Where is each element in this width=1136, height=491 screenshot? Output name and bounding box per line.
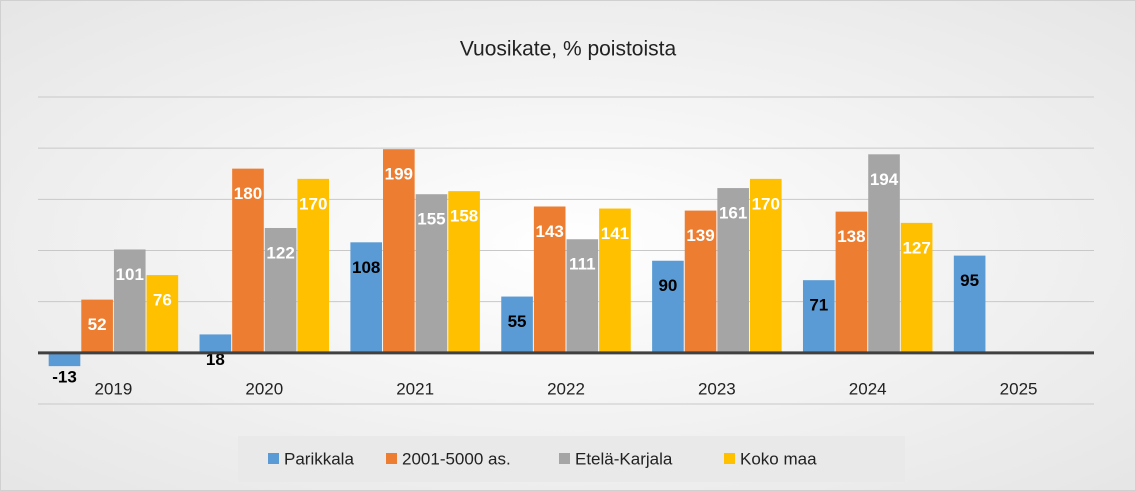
bar	[566, 239, 599, 353]
data-label: 180	[234, 184, 262, 203]
x-tick-label: 2019	[95, 379, 133, 398]
bar	[717, 188, 749, 353]
data-label: 55	[508, 312, 527, 331]
data-label: 139	[686, 226, 714, 245]
bar	[146, 275, 179, 353]
x-tick-label: 2022	[547, 379, 585, 398]
legend-label: Parikkala	[284, 449, 354, 468]
legend-label: Koko maa	[740, 449, 817, 468]
data-label: -13	[52, 368, 77, 387]
x-tick-label: 2025	[1000, 379, 1038, 398]
legend-box	[238, 436, 905, 482]
bar	[900, 222, 933, 353]
x-tick-label: 2024	[849, 379, 887, 398]
data-label: 170	[752, 194, 780, 213]
data-label: 141	[601, 224, 629, 243]
bar	[297, 178, 330, 353]
bar	[383, 149, 415, 353]
data-label: 18	[206, 350, 225, 369]
bar	[533, 206, 566, 353]
x-tick-label: 2021	[396, 379, 434, 398]
legend-swatch	[268, 453, 279, 464]
data-label: 90	[658, 276, 677, 295]
data-label: 161	[719, 204, 747, 223]
data-label: 127	[902, 238, 930, 257]
chart-title: Vuosikate, % poistoista	[460, 38, 677, 61]
bar	[835, 211, 868, 353]
data-label: 101	[116, 265, 144, 284]
bar	[599, 208, 631, 353]
x-tick-label: 2020	[245, 379, 283, 398]
data-label: 155	[417, 210, 445, 229]
data-label: 111	[569, 255, 596, 274]
data-label: 138	[837, 227, 865, 246]
bar	[652, 260, 684, 353]
data-label: 71	[809, 296, 828, 315]
bar	[953, 255, 986, 353]
x-tick-label: 2023	[698, 379, 736, 398]
legend-label: Etelä-Karjala	[575, 449, 673, 468]
bar	[232, 168, 264, 353]
data-label: 143	[536, 222, 564, 241]
bar	[448, 191, 480, 353]
bar	[48, 352, 81, 367]
bar	[81, 299, 113, 353]
data-label: 122	[266, 243, 294, 262]
data-label: 76	[153, 291, 172, 310]
data-label: 170	[299, 194, 327, 213]
legend-swatch	[724, 453, 735, 464]
data-label: 158	[450, 207, 478, 226]
bar	[802, 280, 835, 353]
legend-label: 2001-5000 as.	[402, 449, 511, 468]
bar	[415, 194, 448, 353]
bar	[113, 249, 146, 353]
data-label: 52	[88, 315, 107, 334]
legend-swatch	[386, 453, 397, 464]
data-label: 194	[870, 170, 899, 189]
bar	[199, 334, 232, 353]
data-label: 199	[385, 165, 413, 184]
data-label: 108	[352, 258, 380, 277]
legend-swatch	[559, 453, 570, 464]
bar	[501, 296, 533, 353]
bar	[264, 227, 297, 353]
data-label: 95	[960, 271, 979, 290]
bar	[350, 242, 383, 353]
bar	[868, 154, 900, 353]
bar	[684, 210, 717, 353]
bar	[749, 178, 782, 353]
